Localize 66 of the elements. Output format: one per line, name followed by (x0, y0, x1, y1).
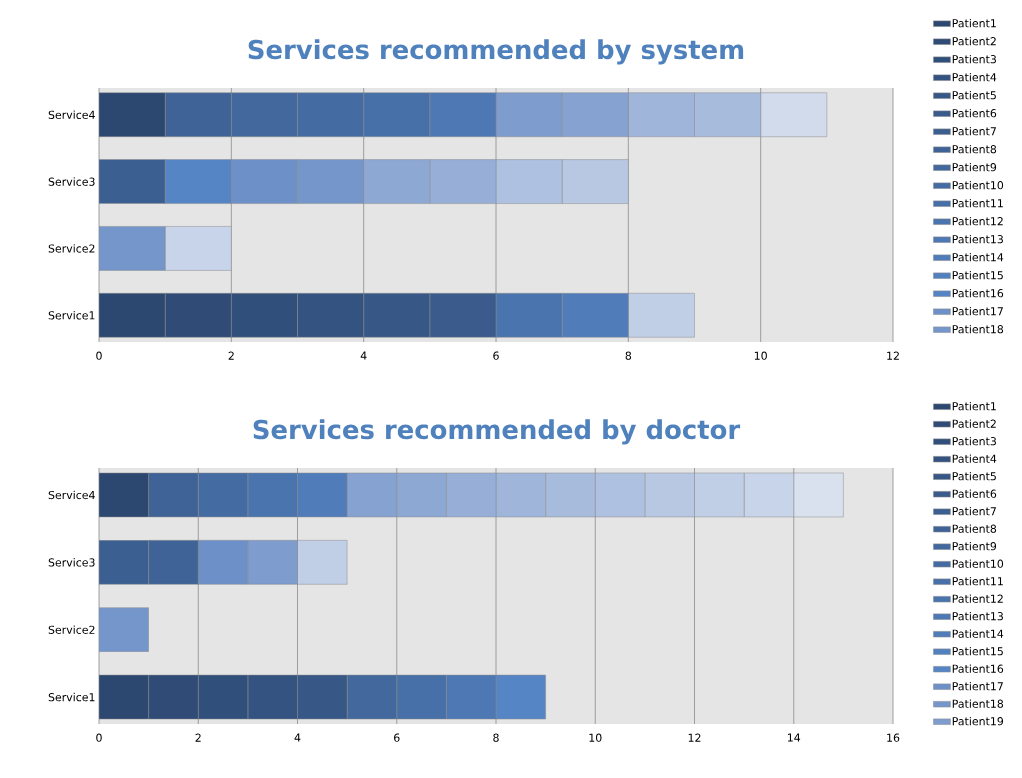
y-tick-label: Service3 (48, 177, 95, 186)
legend-label: Patient4 (952, 72, 997, 82)
bar (99, 472, 149, 518)
x-tick-label: 2 (195, 733, 201, 742)
x-tick-label: 0 (96, 733, 102, 742)
legend-label: Patient1 (952, 401, 996, 411)
legend-label: Patient8 (952, 144, 997, 154)
legend-label: Patient2 (952, 36, 996, 46)
x-tick-label: 6 (493, 351, 499, 360)
x-tick-label: 0 (96, 351, 102, 360)
legend-label: Patient3 (952, 54, 996, 64)
y-tick-label: Service1 (48, 311, 95, 320)
legend-label: Patient13 (952, 234, 1003, 244)
legend-label: Patient18 (952, 699, 1004, 708)
legend-label: Patient16 (952, 664, 1004, 673)
x-tick-label: 6 (394, 733, 400, 742)
chart-title: Services recommended by doctor (253, 419, 741, 445)
legend-label: Patient14 (952, 629, 1004, 638)
x-tick-label: 12 (688, 733, 701, 742)
legend-label: Patient17 (952, 306, 1003, 316)
y-tick-label: Service3 (48, 558, 95, 567)
y-tick-label: Service2 (48, 625, 95, 634)
legend-label: Patient3 (952, 436, 996, 446)
x-tick-label: 10 (589, 733, 602, 742)
legend-label: Patient9 (952, 541, 997, 551)
legend-label: Patient1 (952, 18, 996, 28)
x-tick-label: 12 (887, 351, 899, 360)
legend-label: Patient16 (952, 288, 1004, 298)
x-tick-label: 16 (887, 733, 900, 742)
legend-label: Patient2 (952, 419, 996, 428)
legend-label: Patient19 (952, 716, 1004, 726)
y-tick-label: Service4 (48, 490, 95, 500)
legend-label: Patient12 (952, 594, 1003, 603)
legend-label: Patient15 (952, 646, 1003, 656)
legend-label: Patient15 (952, 270, 1003, 280)
legend-label: Patient6 (952, 489, 997, 498)
legend-label: Patient10 (952, 559, 1004, 568)
legend-label: Patient13 (952, 611, 1003, 621)
legend-label: Patient5 (952, 471, 996, 481)
legend-label: Patient6 (952, 108, 997, 118)
x-tick-label: 8 (493, 733, 499, 742)
x-tick-label: 10 (754, 351, 767, 360)
bar (99, 226, 166, 271)
x-tick-label: 8 (625, 351, 632, 360)
legend-label: Patient8 (952, 524, 997, 533)
x-tick-label: 14 (787, 733, 801, 742)
legend-label: Patient12 (952, 216, 1003, 226)
chart-title: Services recommended by system (248, 39, 744, 65)
legend-label: Patient11 (952, 576, 1003, 586)
x-tick-label: 2 (228, 351, 234, 360)
bar (99, 92, 166, 137)
legend-label: Patient11 (952, 198, 1003, 208)
legend-label: Patient7 (952, 126, 996, 136)
legend-label: Patient4 (952, 454, 997, 463)
x-tick-label: 4 (294, 733, 301, 742)
legend-label: Patient9 (952, 162, 997, 172)
legend-label: Patient5 (952, 90, 996, 100)
y-tick-label: Service2 (48, 244, 95, 253)
legend-label: Patient18 (952, 324, 1004, 334)
y-tick-label: Service4 (48, 110, 95, 119)
legend-label: Patient17 (952, 681, 1003, 691)
legend-label: Patient7 (952, 506, 996, 516)
legend-label: Patient14 (952, 252, 1004, 262)
y-tick-label: Service1 (48, 692, 95, 702)
x-tick-label: 4 (360, 351, 367, 360)
legend-label: Patient10 (952, 180, 1004, 190)
